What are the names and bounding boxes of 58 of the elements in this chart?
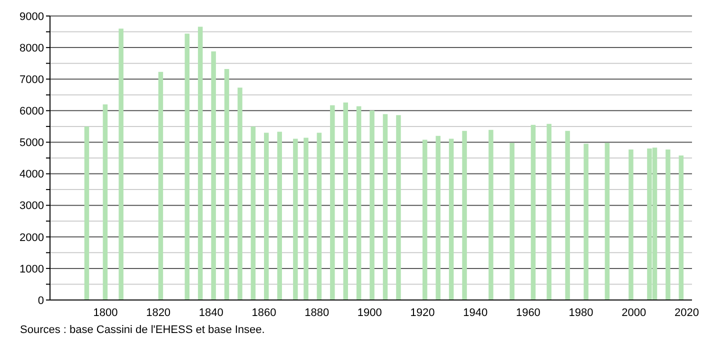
x-tick-label: 1840 <box>198 306 224 319</box>
x-tick-label: 2020 <box>674 306 699 319</box>
x-tick-label: 1960 <box>516 306 540 319</box>
y-tick-label: 7000 <box>20 74 44 86</box>
bar <box>462 130 467 300</box>
y-tick-label: 3000 <box>20 200 44 212</box>
bar <box>293 138 298 300</box>
y-tick-label: 2000 <box>20 232 44 244</box>
bar <box>102 104 108 300</box>
x-tick-label: 1920 <box>410 306 435 319</box>
bar <box>370 110 374 300</box>
bar <box>488 130 494 300</box>
bar <box>584 144 588 300</box>
x-tick-label: 1980 <box>568 306 594 319</box>
x-tick-label: 1820 <box>146 306 171 319</box>
bar <box>198 26 203 300</box>
bar <box>238 88 242 300</box>
bar <box>84 126 90 300</box>
y-tick-label: 0 <box>38 294 44 307</box>
x-tick-label: 2000 <box>622 306 646 319</box>
y-tick-label: 1000 <box>20 263 44 276</box>
x-tick-label: 1800 <box>93 306 118 319</box>
bar <box>546 124 552 300</box>
bar <box>396 115 401 300</box>
bar <box>436 136 440 300</box>
bar <box>304 138 308 300</box>
bar <box>382 114 388 300</box>
source-note: Sources : base Cassini de l'EHESS et base Insee. <box>20 324 266 336</box>
y-tick-label: 4000 <box>20 168 44 181</box>
bar <box>224 69 230 300</box>
bar <box>604 142 610 300</box>
bar <box>330 105 335 300</box>
bar <box>666 149 670 300</box>
bar <box>448 138 454 300</box>
y-tick-label: 8000 <box>20 42 44 54</box>
bar <box>356 106 362 300</box>
bar <box>422 140 428 300</box>
bar <box>343 102 348 300</box>
bar <box>277 132 282 300</box>
bar <box>678 155 684 300</box>
x-tick-label: 1860 <box>252 306 276 319</box>
bar <box>510 142 514 300</box>
x-tick-label: 1880 <box>304 306 330 319</box>
bar <box>264 132 269 300</box>
x-tick-label: 1900 <box>357 306 382 319</box>
bar <box>118 28 124 300</box>
bar <box>530 124 536 300</box>
bar <box>184 34 190 300</box>
bar <box>211 51 216 300</box>
y-tick-label: 6000 <box>20 106 44 118</box>
bar <box>158 72 164 300</box>
y-tick-label: 5000 <box>20 137 44 150</box>
bar <box>628 149 634 300</box>
bar <box>316 132 322 300</box>
bar <box>250 126 256 300</box>
y-tick-label: 9000 <box>20 10 44 23</box>
x-tick-label: 1940 <box>463 306 488 319</box>
bar <box>565 130 570 300</box>
